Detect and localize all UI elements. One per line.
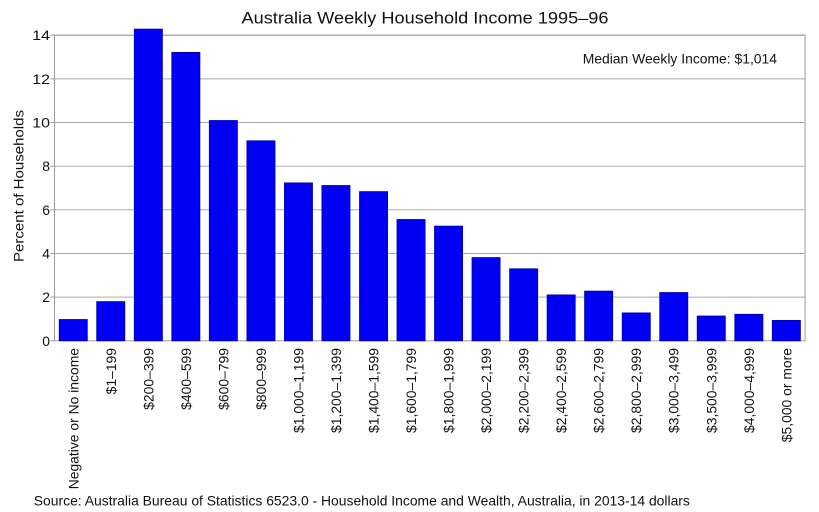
svg-text:4: 4 <box>42 246 50 262</box>
svg-text:12: 12 <box>32 71 50 87</box>
svg-text:$1,600–1,799: $1,600–1,799 <box>403 348 419 433</box>
svg-text:$800–999: $800–999 <box>253 348 269 410</box>
svg-text:Median Weekly Income: $1,014: Median Weekly Income: $1,014 <box>583 51 778 67</box>
svg-text:$1,200–1,399: $1,200–1,399 <box>328 348 344 433</box>
svg-text:Percent of Households: Percent of Households <box>10 110 26 262</box>
svg-text:$5,000 or more: $5,000 or more <box>778 348 794 442</box>
svg-text:$2,000–2,199: $2,000–2,199 <box>478 348 494 433</box>
svg-text:0: 0 <box>42 333 50 349</box>
svg-text:14: 14 <box>32 27 50 43</box>
svg-text:2: 2 <box>42 289 50 305</box>
svg-text:$1,400–1,599: $1,400–1,599 <box>366 348 382 433</box>
svg-text:$600–799: $600–799 <box>215 348 231 410</box>
svg-text:$2,600–2,799: $2,600–2,799 <box>591 348 607 433</box>
svg-text:$400–599: $400–599 <box>178 348 194 410</box>
svg-text:10: 10 <box>32 115 50 131</box>
svg-text:$1–199: $1–199 <box>103 348 119 395</box>
svg-text:$3,500–3,999: $3,500–3,999 <box>703 348 719 433</box>
svg-text:Australia Weekly Household Inc: Australia Weekly Household Income 1995–9… <box>242 10 609 28</box>
svg-text:6: 6 <box>42 202 50 218</box>
svg-text:Negative or No income: Negative or No income <box>65 348 81 490</box>
svg-text:Source: Australia Bureau of St: Source: Australia Bureau of Statistics 6… <box>34 493 690 509</box>
svg-text:$1,000–1,199: $1,000–1,199 <box>290 348 306 433</box>
svg-text:$3,000–3,499: $3,000–3,499 <box>666 348 682 433</box>
svg-text:$200–399: $200–399 <box>140 348 156 410</box>
svg-text:$1,800–1,999: $1,800–1,999 <box>441 348 457 433</box>
svg-text:$2,800–2,999: $2,800–2,999 <box>628 348 644 433</box>
svg-text:$2,400–2,599: $2,400–2,599 <box>553 348 569 433</box>
svg-text:$4,000–4,999: $4,000–4,999 <box>741 348 757 433</box>
svg-text:$2,200–2,399: $2,200–2,399 <box>516 348 532 433</box>
svg-text:8: 8 <box>42 158 50 174</box>
